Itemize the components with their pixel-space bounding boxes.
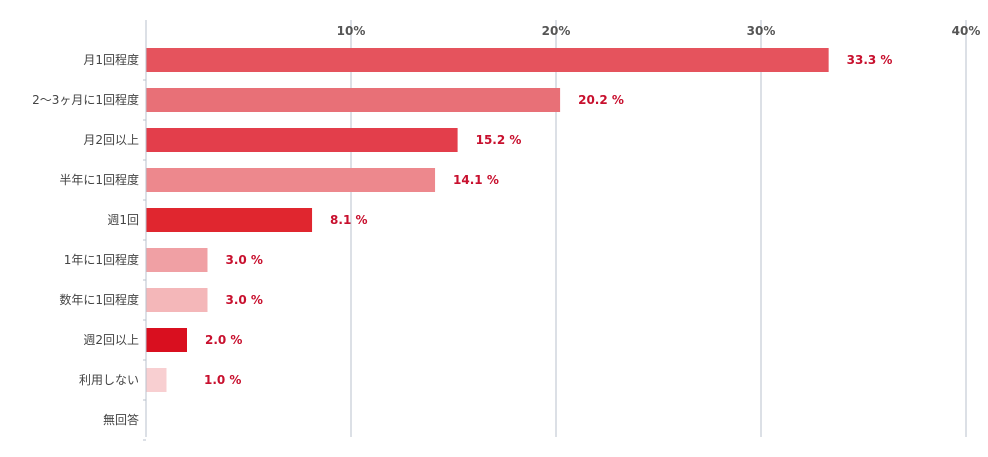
- bar: [146, 168, 436, 192]
- bar: [146, 88, 561, 112]
- bar: [146, 368, 167, 392]
- category-label: 週1回: [107, 213, 139, 227]
- category-label: 数年に1回程度: [59, 292, 139, 307]
- data-label: 20.2 %: [578, 93, 624, 107]
- bars: [146, 48, 829, 392]
- category-label: 週2回以上: [83, 333, 139, 347]
- x-axis-ticks: 10% 20% 30% 40%: [337, 24, 981, 38]
- category-label: 2〜3ヶ月に1回程度: [32, 92, 139, 107]
- bar: [146, 288, 208, 312]
- x-tick-label: 30%: [747, 24, 776, 38]
- category-label: 利用しない: [79, 373, 139, 387]
- x-tick-label: 10%: [337, 24, 366, 38]
- bar: [146, 328, 187, 352]
- bar: [146, 208, 313, 232]
- category-label: 1年に1回程度: [64, 252, 139, 267]
- data-label: 3.0 %: [226, 253, 263, 267]
- x-tick-label: 40%: [952, 24, 981, 38]
- x-tick-label: 20%: [542, 24, 571, 38]
- category-label: 月2回以上: [83, 133, 139, 147]
- data-label: 14.1 %: [453, 173, 499, 187]
- data-label: 2.0 %: [205, 333, 242, 347]
- data-label: 8.1 %: [330, 213, 367, 227]
- bar: [146, 248, 208, 272]
- category-label: 月1回程度: [83, 52, 139, 67]
- data-label: 33.3 %: [847, 53, 893, 67]
- data-label: 15.2 %: [476, 133, 522, 147]
- data-label: 3.0 %: [226, 293, 263, 307]
- bar: [146, 48, 829, 72]
- bar: [146, 128, 458, 152]
- data-label: 1.0 %: [204, 373, 241, 387]
- category-label: 無回答: [103, 412, 139, 427]
- category-label: 半年に1回程度: [59, 172, 139, 187]
- data-labels: 33.3 % 20.2 % 15.2 % 14.1 % 8.1 % 3.0 % 3.0 % 2…: [204, 53, 892, 387]
